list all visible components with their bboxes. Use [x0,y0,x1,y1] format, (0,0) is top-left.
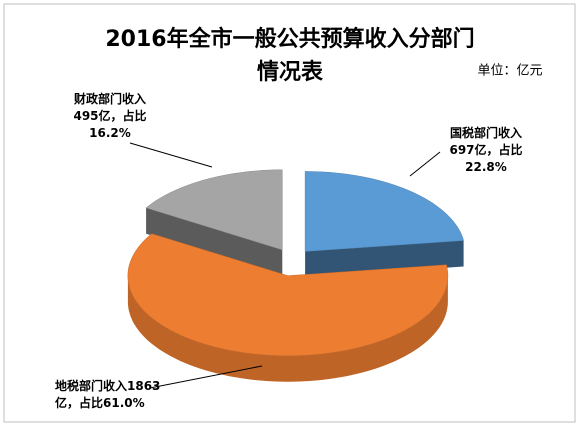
slice [127,233,449,356]
data-label: 地税部门收入1863 亿，占比61.0% [55,378,160,410]
slice [304,171,464,252]
slice [145,169,283,251]
data-label: 财政部门收入 495亿，占比 16.2% [73,91,147,140]
unit-label: 单位：亿元 [477,64,542,79]
slice-wall [127,275,448,382]
slice-side [146,207,283,276]
chart-title: 情况表 [257,59,324,85]
data-label: 国税部门收入 697亿，占比 22.8% [449,125,522,174]
pie [127,169,464,382]
leader-line [149,365,263,389]
leader-line [409,151,441,177]
leader-line [129,142,213,168]
chart-title: 2016年全市一般公共预算收入分部门 [105,26,474,52]
